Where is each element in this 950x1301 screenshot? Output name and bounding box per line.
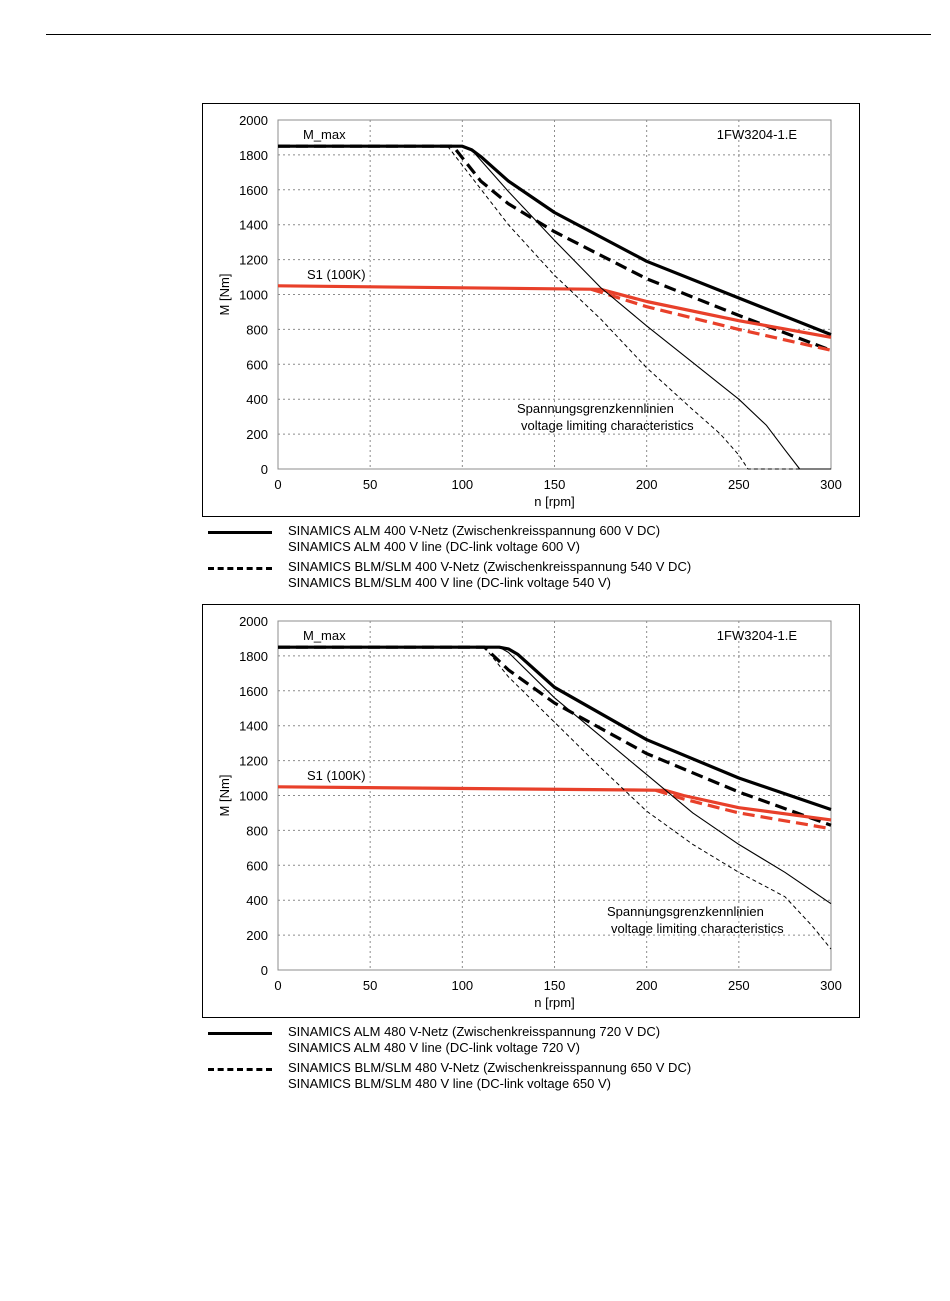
- x-tick-label: 50: [363, 978, 377, 993]
- y-tick-label: 1000: [239, 288, 268, 303]
- y-tick-label: 1200: [239, 754, 268, 769]
- y-tick-label: 600: [246, 858, 268, 873]
- series-line-dashed-thin-black: [484, 646, 832, 950]
- x-tick-label: 300: [820, 477, 842, 492]
- series-line-dashed-bold-black: [278, 144, 832, 352]
- x-tick-label: 50: [363, 477, 377, 492]
- legend-text-alm-480v-en: SINAMICS ALM 480 V line (DC-link voltage…: [288, 1040, 580, 1055]
- y-tick-label: 0: [261, 462, 268, 477]
- x-tick-label: 150: [544, 978, 566, 993]
- y-tick-label: 200: [246, 427, 268, 442]
- y-tick-label: 1400: [239, 218, 268, 233]
- y-tick-label: 0: [261, 963, 268, 978]
- torque-speed-chart-400v: 0 50 100 150 200 250 300 0 200 400 600 800 1000 1200 1…: [202, 103, 860, 517]
- x-tick-label: 200: [636, 978, 658, 993]
- y-tick-label: 1800: [239, 649, 268, 664]
- chart-annotation: Spannungsgrenzkennlinien: [517, 401, 674, 416]
- plot-area: [277, 620, 832, 971]
- legend-swatch-solid: [208, 531, 272, 534]
- legend-400v: SINAMICS ALM 400 V-Netz (Zwischenkreissp…: [202, 523, 852, 591]
- y-tick-label: 800: [246, 322, 268, 337]
- legend-entry-alm-400v: SINAMICS ALM 400 V-Netz (Zwischenkreissp…: [202, 523, 852, 539]
- y-tick-label: 2000: [239, 614, 268, 629]
- series-line-solid-bold-red: [277, 284, 832, 339]
- x-tick-label: 0: [274, 978, 281, 993]
- x-tick-label: 150: [544, 477, 566, 492]
- chart-annotation: S1 (100K): [307, 267, 366, 282]
- y-axis-label: M [Nm]: [217, 775, 232, 817]
- legend-entry-alm-480v: SINAMICS ALM 480 V-Netz (Zwischenkreissp…: [202, 1024, 852, 1040]
- series-line-solid-thin-black: [498, 646, 832, 905]
- legend-text-blm-400v-de: SINAMICS BLM/SLM 400 V-Netz (Zwischenkre…: [288, 559, 692, 574]
- legend-text-blm-400v-en: SINAMICS BLM/SLM 400 V line (DC-link vol…: [288, 575, 611, 590]
- chart-title: 1FW3204-1.E: [717, 628, 798, 643]
- torque-speed-chart-480v: 0 50 100 150 200 250 300 0 200 400 600 800 1000 1200 1…: [202, 604, 860, 1018]
- chart-annotation: M_max: [303, 628, 346, 643]
- y-tick-label: 1400: [239, 719, 268, 734]
- x-tick-label: 0: [274, 477, 281, 492]
- chart-annotation: Spannungsgrenzkennlinien: [607, 904, 764, 919]
- y-tick-label: 1200: [239, 253, 268, 268]
- x-axis-label: n [rpm]: [534, 995, 574, 1010]
- y-tick-label: 1800: [239, 148, 268, 163]
- legend-text-blm-480v-en: SINAMICS BLM/SLM 480 V line (DC-link vol…: [288, 1076, 611, 1091]
- legend-swatch-dashed: [208, 567, 272, 570]
- series-line-dashed-bold-red: [590, 287, 832, 352]
- chart-annotation: M_max: [303, 127, 346, 142]
- legend-text-alm-480v-de: SINAMICS ALM 480 V-Netz (Zwischenkreissp…: [288, 1024, 661, 1039]
- x-tick-label: 100: [451, 978, 473, 993]
- y-tick-label: 600: [246, 357, 268, 372]
- y-tick-label: 200: [246, 928, 268, 943]
- y-tick-label: 1600: [239, 183, 268, 198]
- torque-speed-chart-400v-svg: 0 50 100 150 200 250 300 0 200 400 600 800 1000 1200 1…: [202, 103, 860, 517]
- y-tick-label: 400: [246, 392, 268, 407]
- torque-speed-chart-480v-svg: 0 50 100 150 200 250 300 0 200 400 600 800 1000 1200 1…: [202, 604, 860, 1018]
- series-line-dashed-bold-red: [655, 788, 832, 831]
- x-tick-label: 250: [728, 477, 750, 492]
- legend-swatch-solid: [208, 1032, 272, 1035]
- chart-frame: [202, 103, 860, 517]
- legend-entry-blm-400v-en: SINAMICS BLM/SLM 400 V line (DC-link vol…: [202, 575, 852, 591]
- y-tick-label: 1000: [239, 789, 268, 804]
- y-tick-label: 400: [246, 893, 268, 908]
- legend-entry-alm-480v-en: SINAMICS ALM 480 V line (DC-link voltage…: [202, 1040, 852, 1056]
- y-tick-label: 2000: [239, 113, 268, 128]
- plot-area: [277, 119, 832, 470]
- series-line-solid-bold-red: [277, 785, 832, 822]
- x-tick-label: 100: [451, 477, 473, 492]
- chart-annotation: voltage limiting characteristics: [611, 921, 784, 936]
- header-rule: [46, 34, 931, 35]
- legend-entry-blm-480v-en: SINAMICS BLM/SLM 480 V line (DC-link vol…: [202, 1076, 852, 1092]
- legend-entry-alm-400v-en: SINAMICS ALM 400 V line (DC-link voltage…: [202, 539, 852, 555]
- chart-annotation: voltage limiting characteristics: [521, 418, 694, 433]
- y-axis-label: M [Nm]: [217, 274, 232, 316]
- x-axis-label: n [rpm]: [534, 494, 574, 509]
- chart-title: 1FW3204-1.E: [717, 127, 798, 142]
- y-tick-label: 800: [246, 823, 268, 838]
- series-line-dashed-thin-black: [447, 145, 831, 470]
- x-tick-label: 250: [728, 978, 750, 993]
- legend-entry-blm-400v: SINAMICS BLM/SLM 400 V-Netz (Zwischenkre…: [202, 559, 852, 575]
- legend-text-alm-400v-en: SINAMICS ALM 400 V line (DC-link voltage…: [288, 539, 580, 554]
- x-tick-label: 300: [820, 978, 842, 993]
- legend-swatch-dashed: [208, 1068, 272, 1071]
- legend-text-alm-400v-de: SINAMICS ALM 400 V-Netz (Zwischenkreissp…: [288, 523, 661, 538]
- legend-480v: SINAMICS ALM 480 V-Netz (Zwischenkreissp…: [202, 1024, 852, 1092]
- series-line-solid-thin-black: [462, 145, 831, 470]
- y-tick-label: 1600: [239, 684, 268, 699]
- legend-entry-blm-480v: SINAMICS BLM/SLM 480 V-Netz (Zwischenkre…: [202, 1060, 852, 1076]
- chart-annotation: S1 (100K): [307, 768, 366, 783]
- x-tick-label: 200: [636, 477, 658, 492]
- chart-frame: [202, 604, 860, 1018]
- legend-text-blm-480v-de: SINAMICS BLM/SLM 480 V-Netz (Zwischenkre…: [288, 1060, 692, 1075]
